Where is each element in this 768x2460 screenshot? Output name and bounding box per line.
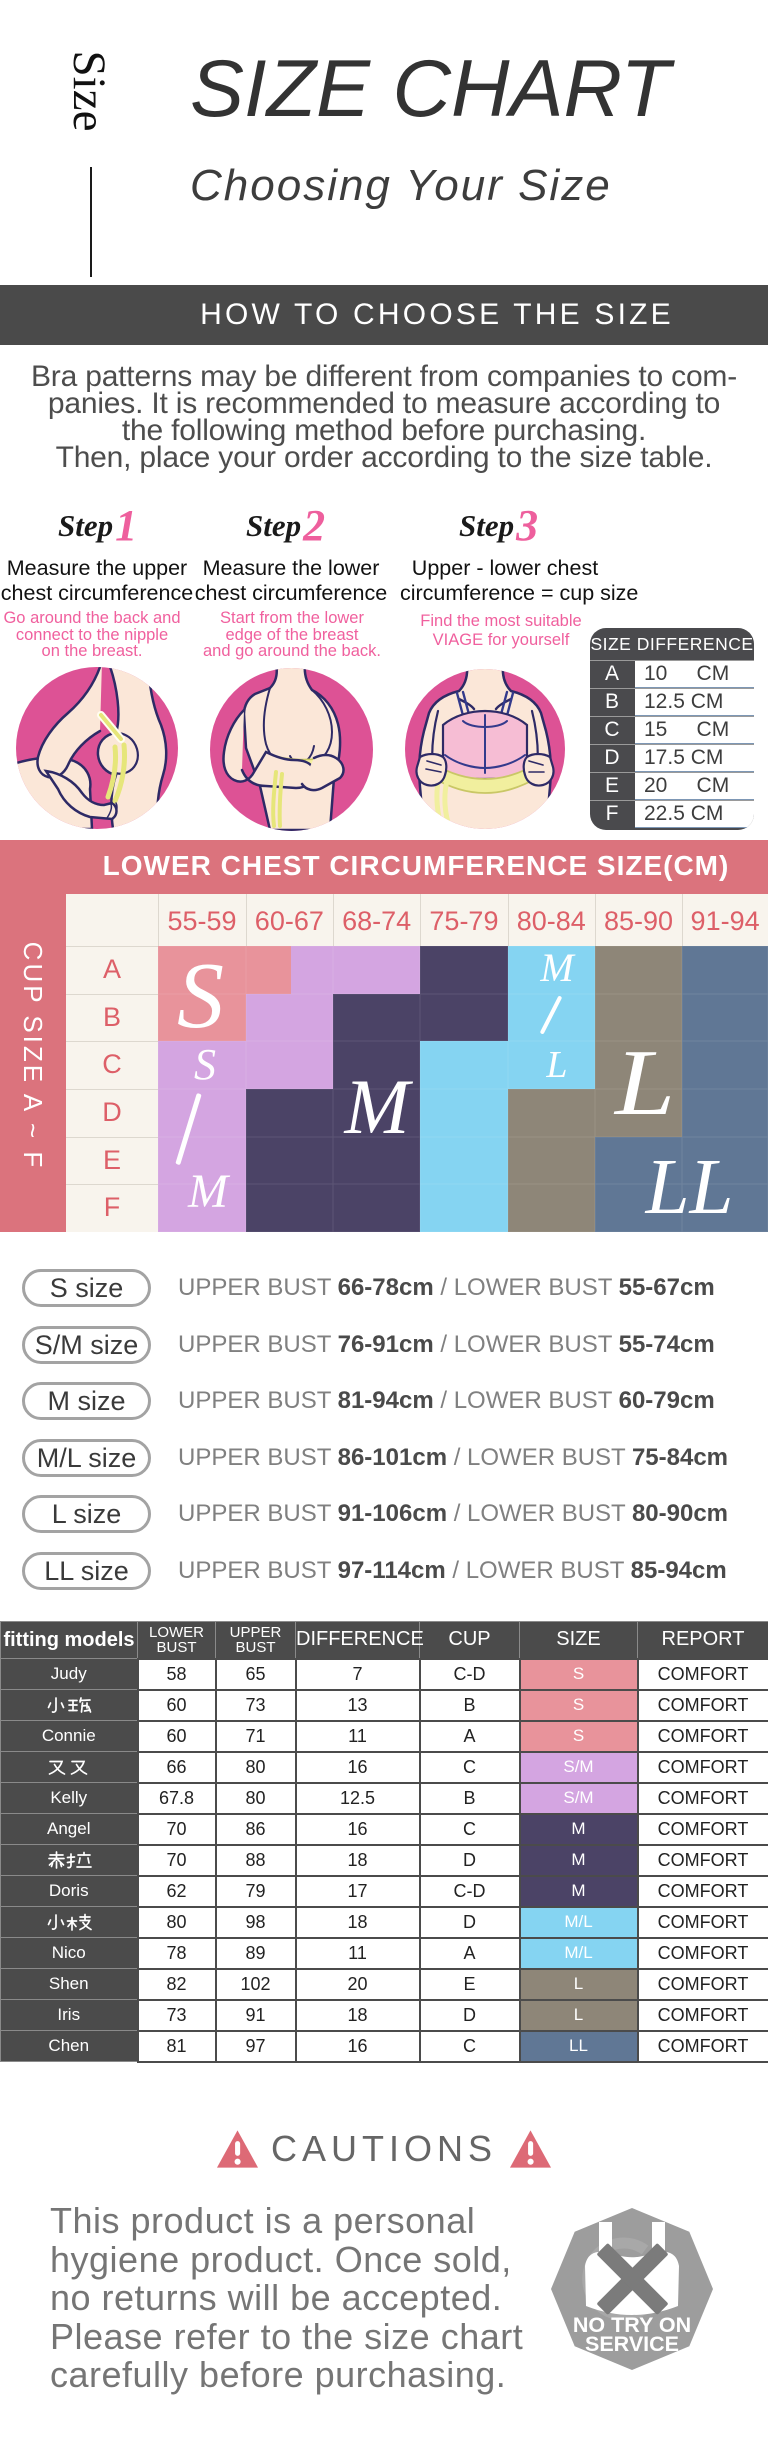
svg-text:SERVICE: SERVICE [585,2332,679,2356]
svg-text:NO TRY ON: NO TRY ON [573,2313,691,2337]
